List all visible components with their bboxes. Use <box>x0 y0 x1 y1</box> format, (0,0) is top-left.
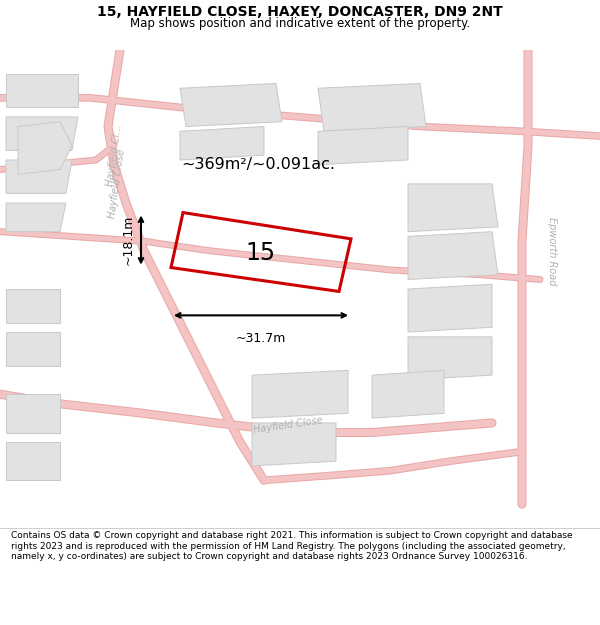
Polygon shape <box>18 122 72 174</box>
Polygon shape <box>318 84 426 131</box>
Polygon shape <box>372 371 444 418</box>
Polygon shape <box>408 337 492 380</box>
Text: ~369m²/~0.091ac.: ~369m²/~0.091ac. <box>181 158 335 172</box>
Text: 15: 15 <box>246 241 276 264</box>
Polygon shape <box>6 160 72 194</box>
Polygon shape <box>180 126 264 160</box>
Text: Hayfield Close: Hayfield Close <box>107 149 127 219</box>
Polygon shape <box>408 184 498 232</box>
Text: Hayfield Close: Hayfield Close <box>253 416 323 435</box>
Text: ~31.7m: ~31.7m <box>236 332 286 345</box>
Polygon shape <box>6 74 78 108</box>
Text: Map shows position and indicative extent of the property.: Map shows position and indicative extent… <box>130 18 470 31</box>
Polygon shape <box>6 117 78 151</box>
Polygon shape <box>408 284 492 332</box>
Text: 15, HAYFIELD CLOSE, HAXEY, DONCASTER, DN9 2NT: 15, HAYFIELD CLOSE, HAXEY, DONCASTER, DN… <box>97 5 503 19</box>
Polygon shape <box>6 442 60 480</box>
Text: Contains OS data © Crown copyright and database right 2021. This information is : Contains OS data © Crown copyright and d… <box>11 531 572 561</box>
Polygon shape <box>6 203 66 232</box>
Polygon shape <box>318 126 408 165</box>
Text: Epworth Road: Epworth Road <box>547 216 557 285</box>
Polygon shape <box>6 332 60 366</box>
Polygon shape <box>180 84 282 126</box>
Polygon shape <box>408 232 498 279</box>
Polygon shape <box>252 371 348 418</box>
Polygon shape <box>252 423 336 466</box>
Polygon shape <box>6 394 60 432</box>
Text: ~18.1m: ~18.1m <box>122 215 135 265</box>
Polygon shape <box>6 289 60 322</box>
Text: Hayfield Cl...: Hayfield Cl... <box>105 124 123 187</box>
